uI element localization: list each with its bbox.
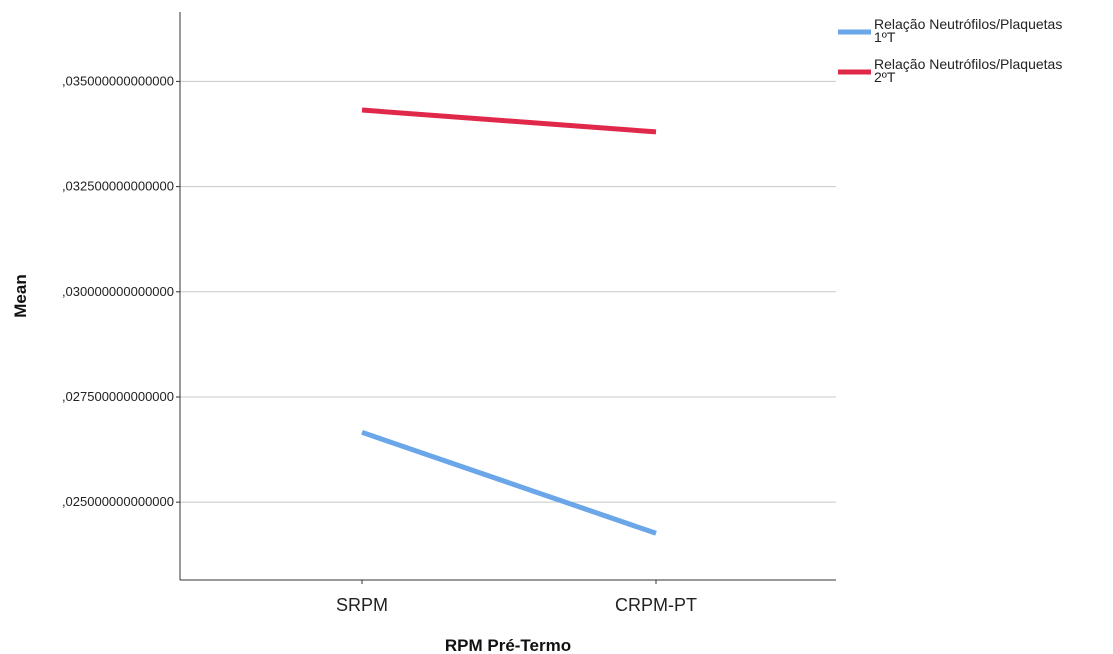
legend-label: Relação Neutrófilos/Plaquetas — [874, 56, 1062, 72]
y-tick-label: ,035000000000000 — [62, 73, 174, 88]
y-tick-label: ,025000000000000 — [62, 494, 174, 509]
series-line — [361, 429, 657, 536]
legend-label-line2: 1ºT — [874, 29, 896, 45]
series-lines — [361, 107, 657, 536]
series-line — [361, 107, 657, 135]
y-tick-label: ,030000000000000 — [62, 284, 174, 299]
y-tick-label: ,027500000000000 — [62, 389, 174, 404]
x-category-labels: SRPM CRPM-PT — [336, 580, 697, 615]
x-category-label: SRPM — [336, 595, 388, 615]
x-axis-title: RPM Pré-Termo — [445, 636, 571, 654]
x-category-label: CRPM-PT — [615, 595, 697, 615]
gridlines — [180, 80, 836, 503]
y-axis-title: Mean — [11, 274, 30, 317]
legend-label-line2: 2ºT — [874, 69, 896, 85]
legend-label: Relação Neutrófilos/Plaquetas — [874, 16, 1062, 32]
y-tick-label: ,032500000000000 — [62, 179, 174, 194]
legend: Relação Neutrófilos/Plaquetas1ºTRelação … — [838, 16, 1062, 85]
y-tick-labels: ,025000000000000 ,027500000000000 ,0300000… — [62, 73, 180, 509]
